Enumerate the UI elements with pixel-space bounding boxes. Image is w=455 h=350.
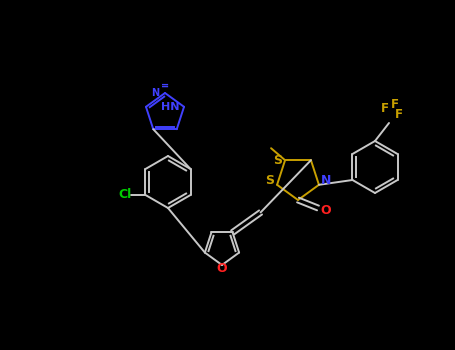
Text: F: F xyxy=(395,108,403,121)
Text: N: N xyxy=(321,174,331,187)
Text: O: O xyxy=(321,203,331,217)
Text: HN: HN xyxy=(161,102,179,112)
Text: Cl: Cl xyxy=(119,189,132,202)
Text: N: N xyxy=(152,88,160,98)
Text: S: S xyxy=(273,154,283,167)
Text: S: S xyxy=(266,174,274,187)
Text: =: = xyxy=(161,81,169,91)
Text: O: O xyxy=(217,261,228,274)
Text: F: F xyxy=(391,98,399,112)
Text: F: F xyxy=(381,103,389,116)
